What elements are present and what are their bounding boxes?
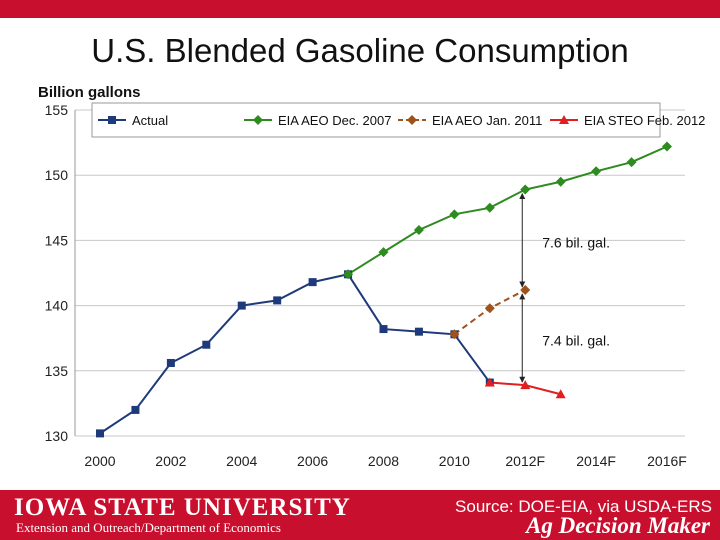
data-point-1 — [413, 224, 424, 235]
data-point-1 — [520, 184, 531, 195]
x-tick-label: 2016F — [647, 453, 687, 469]
data-point-2 — [520, 284, 531, 295]
source-label: Source: DOE-EIA, via USDA-ERS — [455, 497, 712, 516]
x-tick-label: 2010 — [439, 453, 470, 469]
data-point-3 — [484, 377, 495, 387]
data-point-1 — [449, 209, 460, 220]
legend-label: Actual — [132, 113, 168, 128]
y-tick-label: 135 — [45, 363, 69, 379]
top-accent-bar — [0, 0, 720, 18]
x-tick-label: 2002 — [155, 453, 186, 469]
data-point-0 — [308, 278, 317, 287]
y-tick-label: 150 — [45, 167, 69, 183]
legend-marker — [407, 115, 417, 125]
data-point-0 — [96, 429, 104, 438]
x-tick-label: 2006 — [297, 453, 328, 469]
data-point-2 — [484, 303, 495, 314]
legend-marker — [108, 116, 116, 124]
x-tick-label: 2000 — [84, 453, 115, 469]
data-point-1 — [591, 166, 602, 177]
data-point-0 — [166, 358, 175, 367]
data-point-1 — [626, 157, 637, 168]
annotation-label: 7.6 bil. gal. — [542, 235, 610, 251]
data-point-0 — [414, 327, 423, 336]
y-tick-label: 140 — [45, 298, 69, 314]
x-tick-label: 2004 — [226, 453, 257, 469]
data-point-3 — [555, 389, 566, 399]
y-tick-label: 155 — [45, 102, 69, 118]
data-point-1 — [484, 202, 495, 213]
brand-logo: Ag Decision Maker — [526, 513, 710, 538]
x-tick-label: 2012F — [505, 453, 545, 469]
chart: Billion gallons 130 135 140 145 150 155 2000 200… — [38, 84, 705, 469]
y-tick-label: 130 — [45, 428, 69, 444]
x-tick-label: 2008 — [368, 453, 399, 469]
legend-marker — [253, 115, 263, 125]
data-point-0 — [379, 325, 388, 334]
data-point-0 — [273, 296, 282, 305]
data-point-3 — [520, 380, 531, 390]
data-point-0 — [131, 405, 140, 414]
slide-title: U.S. Blended Gasoline Consumption — [91, 32, 629, 69]
footer-bar — [0, 490, 720, 540]
series-line-1 — [347, 145, 668, 276]
data-point-1 — [662, 141, 672, 152]
data-point-0 — [237, 301, 246, 310]
legend-label: EIA AEO Jan. 2011 — [432, 113, 542, 128]
data-point-1 — [555, 176, 566, 187]
data-point-0 — [202, 340, 211, 349]
data-point-1 — [378, 247, 389, 258]
y-tick-label: 145 — [45, 232, 69, 248]
data-point-1 — [343, 269, 354, 280]
department-label: Extension and Outreach/Department of Eco… — [16, 520, 281, 535]
data-point-2 — [449, 329, 460, 340]
series-line-0 — [99, 273, 491, 435]
x-tick-label: 2014F — [576, 453, 616, 469]
legend-label: EIA AEO Dec. 2007 — [278, 113, 391, 128]
legend-label: EIA STEO Feb. 2012 — [584, 113, 705, 128]
annotation-label: 7.4 bil. gal. — [542, 333, 610, 349]
university-logo: IOWA STATE UNIVERSITY — [14, 494, 351, 521]
y-axis-label: Billion gallons — [38, 84, 141, 101]
legend-marker — [559, 115, 569, 124]
